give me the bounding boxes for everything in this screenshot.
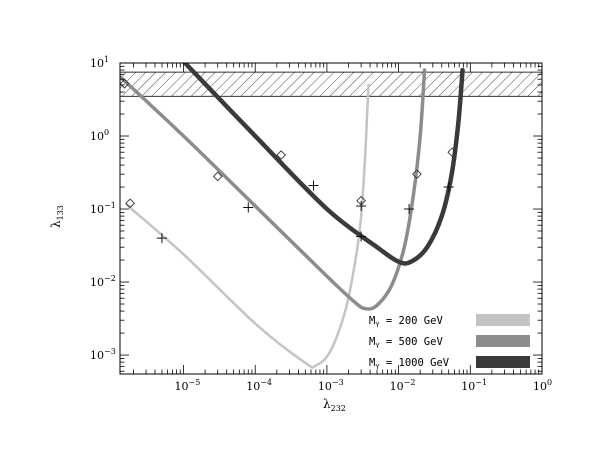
x-tick-label: 10−2 xyxy=(390,378,416,393)
legend-swatch xyxy=(476,335,530,347)
marker-layer xyxy=(120,78,458,244)
x-tick-label: 10−5 xyxy=(175,378,201,393)
legend: MY = 200 GeV MY = 500 GeV MY = 1000 GeV xyxy=(369,314,530,371)
cross-marker xyxy=(356,201,367,211)
diamond-marker xyxy=(120,78,130,89)
x-tick-label: 100 xyxy=(533,378,552,393)
x-tick-label: 10−3 xyxy=(318,378,344,393)
legend-label: MY = 200 GeV xyxy=(369,315,443,329)
y-tick-label: 10−1 xyxy=(90,201,116,216)
series-line-2 xyxy=(120,68,427,311)
cross-marker xyxy=(243,202,254,213)
cross-marker xyxy=(404,204,415,215)
plot-frame xyxy=(119,62,543,375)
cross-marker xyxy=(156,233,167,244)
x-axis-label: λ232 xyxy=(323,397,346,413)
y-tick-label: 101 xyxy=(90,55,109,70)
legend-label: MY = 1000 GeV xyxy=(369,357,450,371)
plot-background xyxy=(120,63,542,374)
diamond-marker xyxy=(125,198,135,209)
y-axis-label: λ133 xyxy=(49,205,65,228)
cross-marker xyxy=(356,231,367,242)
y-axis-ticks: 10−3 10−2 10−1 100 101 xyxy=(90,55,542,372)
legend-swatch xyxy=(476,314,530,326)
y-tick-label: 100 xyxy=(90,128,109,143)
x-axis-ticks: 10−5 10−4 10−3 10−2 10−1 100 xyxy=(133,63,552,393)
legend-swatch xyxy=(476,356,530,368)
diamond-marker xyxy=(276,150,286,160)
cross-marker xyxy=(443,182,454,193)
x-tick-label: 10−4 xyxy=(246,378,272,393)
y-tick-label: 10−3 xyxy=(90,347,116,362)
y-tick-label: 10−2 xyxy=(90,274,116,289)
diamond-marker xyxy=(412,169,422,180)
diamond-marker xyxy=(447,147,458,158)
legend-label: MY = 500 GeV xyxy=(369,336,443,350)
excluded-band xyxy=(119,71,543,97)
x-tick-label: 10−1 xyxy=(461,378,487,393)
series-line-3 xyxy=(182,63,465,266)
diamond-marker xyxy=(212,171,223,182)
cross-marker xyxy=(308,180,319,191)
